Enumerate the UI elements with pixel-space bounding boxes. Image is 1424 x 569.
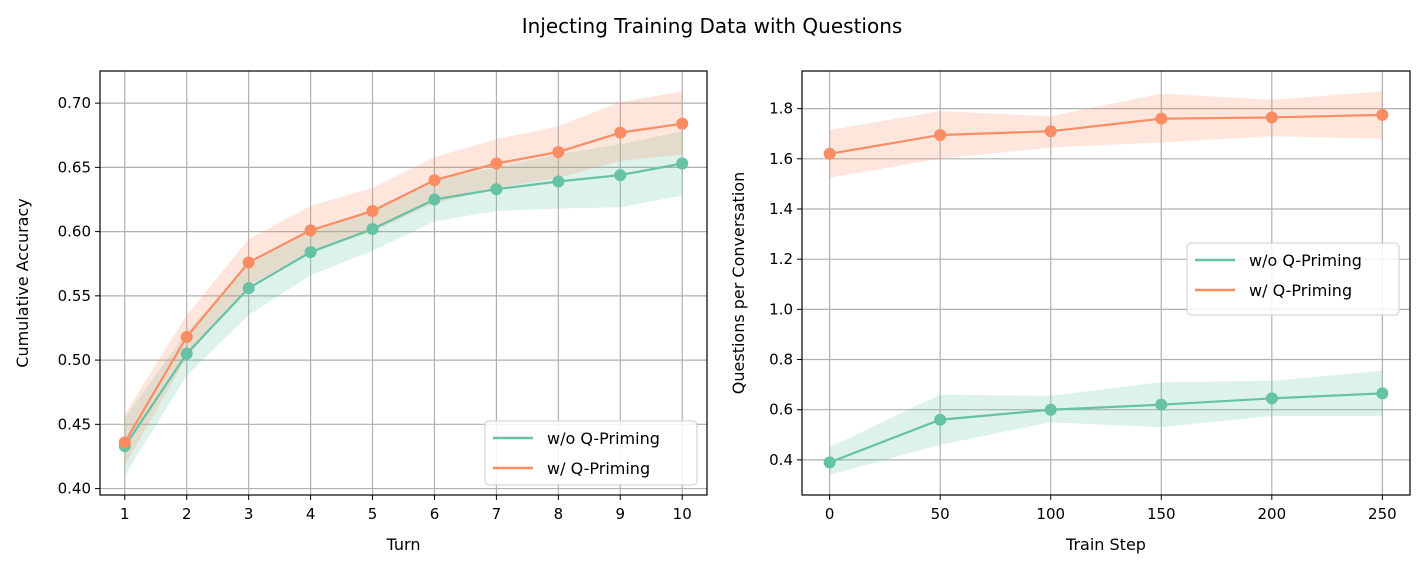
data-point xyxy=(823,147,836,160)
x-tick-label: 200 xyxy=(1257,505,1286,523)
data-point xyxy=(934,413,947,426)
y-tick-label: 1.8 xyxy=(769,100,793,118)
confidence-band xyxy=(124,131,683,476)
data-point xyxy=(242,256,255,269)
data-point xyxy=(614,126,627,139)
x-tick-label: 3 xyxy=(244,505,254,523)
x-tick-label: 4 xyxy=(306,505,316,523)
data-point xyxy=(366,223,379,236)
y-tick-label: 0.65 xyxy=(58,158,91,176)
legend-box xyxy=(484,420,698,486)
data-point xyxy=(1265,392,1278,405)
y-tick-label: 0.60 xyxy=(58,223,91,241)
figure-title: Injecting Training Data with Questions xyxy=(522,14,903,38)
x-tick-label: 150 xyxy=(1147,505,1176,523)
legend: w/o Q-Priming w/ Q-Priming xyxy=(1186,242,1400,316)
data-point xyxy=(242,282,255,295)
confidence-band xyxy=(829,370,1383,475)
x-tick-label: 5 xyxy=(368,505,378,523)
grid-lines xyxy=(100,71,707,495)
x-axis-label: Train Step xyxy=(1065,535,1146,554)
legend-label: w/ Q-Priming xyxy=(547,459,650,478)
legend-label: w/o Q-Priming xyxy=(1249,251,1362,270)
data-point xyxy=(676,117,689,130)
y-axis-label: Questions per Conversation xyxy=(729,172,748,394)
x-tick-label: 6 xyxy=(430,505,440,523)
y-tick-label: 0.70 xyxy=(58,94,91,112)
y-tick-label: 1.4 xyxy=(769,200,793,218)
data-point xyxy=(428,174,441,187)
legend-label: w/o Q-Priming xyxy=(547,429,660,448)
legend-box xyxy=(1186,242,1400,316)
y-tick-label: 0.4 xyxy=(769,451,793,469)
data-point xyxy=(1044,403,1057,416)
confidence-band xyxy=(124,91,683,466)
series-line xyxy=(829,392,1383,464)
legend-label: w/ Q-Priming xyxy=(1249,281,1352,300)
axes-frame xyxy=(99,70,708,496)
data-point xyxy=(552,175,565,188)
data-point xyxy=(1265,111,1278,124)
data-point xyxy=(1155,398,1168,411)
data-point xyxy=(490,183,503,196)
y-tick-label: 0.50 xyxy=(58,351,91,369)
y-tick-label: 0.8 xyxy=(769,351,793,369)
x-tick-label: 10 xyxy=(673,505,692,523)
x-tick-label: 8 xyxy=(554,505,564,523)
data-point xyxy=(934,128,947,141)
x-tick-label: 2 xyxy=(182,505,192,523)
y-tick-label: 0.40 xyxy=(58,480,91,498)
data-point xyxy=(304,246,317,259)
y-tick-label: 1.6 xyxy=(769,150,793,168)
axes-frame xyxy=(801,70,1411,496)
series-line xyxy=(123,162,683,447)
x-axis-label: Turn xyxy=(386,535,421,554)
series-line xyxy=(829,113,1383,155)
data-point xyxy=(304,224,317,237)
data-point xyxy=(552,145,565,158)
data-point xyxy=(490,157,503,170)
y-tick-label: 1.0 xyxy=(769,300,793,318)
data-point xyxy=(614,169,627,182)
y-tick-label: 0.6 xyxy=(769,401,793,419)
data-point xyxy=(676,157,689,170)
data-point xyxy=(1376,108,1389,121)
confidence-band xyxy=(829,91,1383,178)
x-tick-label: 0 xyxy=(825,505,835,523)
accuracy-chart: 1 2 3 4 5 6 7 8 9 10 0.40 0.45 0.50 0.55 0.60 0.65 0.70 T… xyxy=(13,70,708,554)
x-tick-label: 50 xyxy=(931,505,950,523)
x-tick-label: 1 xyxy=(120,505,130,523)
y-axis-label: Cumulative Accuracy xyxy=(13,198,32,367)
y-tick-label: 0.45 xyxy=(58,415,91,433)
data-point xyxy=(180,330,193,343)
data-point xyxy=(1044,125,1057,138)
x-tick-label: 100 xyxy=(1036,505,1065,523)
x-tick-label: 7 xyxy=(492,505,502,523)
y-tick-label: 1.2 xyxy=(769,250,793,268)
data-point xyxy=(118,436,131,449)
data-point xyxy=(366,205,379,218)
data-point xyxy=(180,347,193,360)
data-point xyxy=(1376,387,1389,400)
y-tick-label: 0.55 xyxy=(58,287,91,305)
x-tick-label: 9 xyxy=(616,505,626,523)
series-line xyxy=(123,122,683,443)
data-point xyxy=(428,193,441,206)
x-tick-label: 250 xyxy=(1368,505,1397,523)
data-point xyxy=(1155,112,1168,125)
questions-chart: 0 50 100 150 200 250 0.4 0.6 0.8 1.0 1.2 1.4 1.6 1.8 T… xyxy=(729,70,1411,554)
data-point xyxy=(823,456,836,469)
legend: w/o Q-Priming w/ Q-Priming xyxy=(484,420,698,486)
